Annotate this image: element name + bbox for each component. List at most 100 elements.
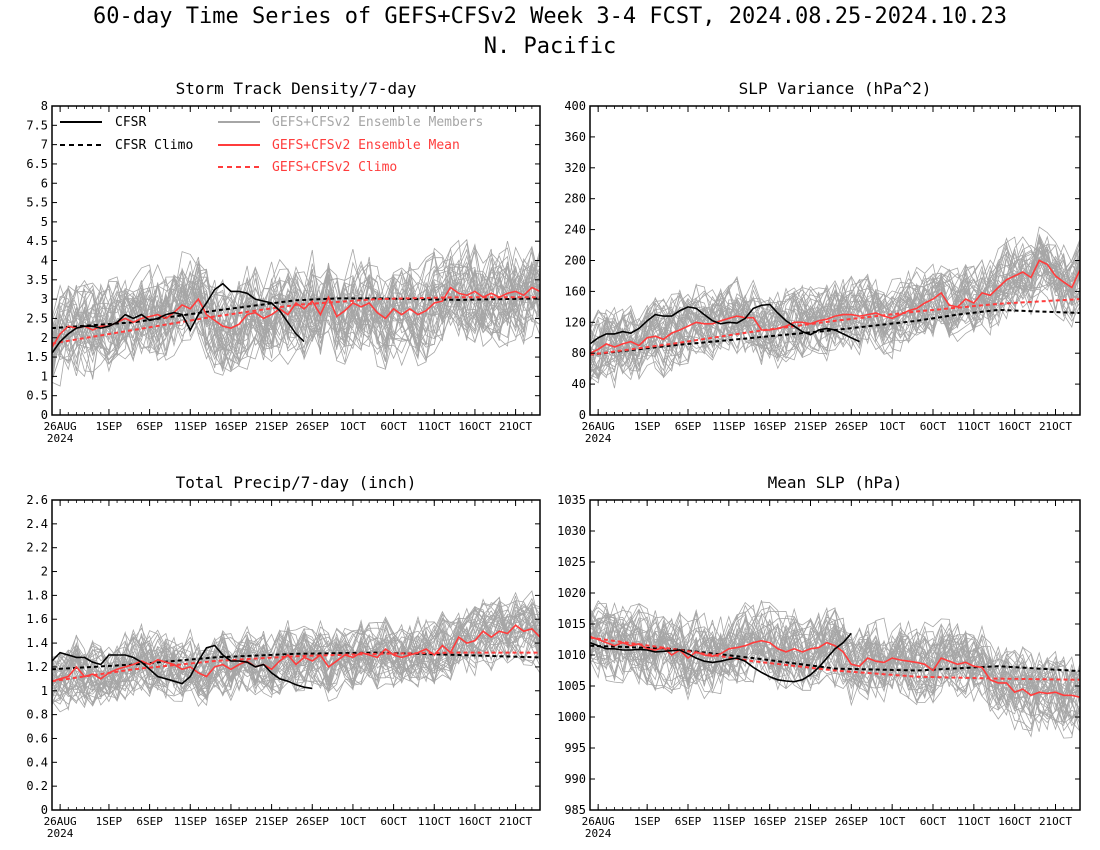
y-tick-label: 0: [41, 408, 48, 422]
y-tick-label: 0.2: [26, 779, 48, 793]
ensemble-member-line: [52, 603, 540, 698]
x-tick-label: 6SEP: [136, 815, 163, 828]
panel-title: SLP Variance (hPa^2): [739, 79, 932, 98]
x-tick-label: 16OCT: [998, 815, 1031, 828]
y-tick-label: 0.6: [26, 731, 48, 745]
y-tick-label: 160: [564, 284, 586, 298]
x-tick-label: 6OCT: [920, 420, 947, 433]
gefs-climo-line: [590, 636, 1080, 681]
ensemble-member-line: [590, 246, 1080, 363]
cfsr-climo-line: [52, 651, 540, 671]
plot-area: [52, 238, 540, 387]
y-tick-label: 7.5: [26, 118, 48, 132]
ensemble-member-line: [590, 254, 1080, 382]
x-tick-year-label: 2024: [585, 432, 612, 445]
x-tick-label: 21SEP: [255, 815, 288, 828]
y-tick-label: 1035: [557, 493, 586, 507]
x-tick-label: 1SEP: [634, 815, 661, 828]
ensemble-member-line: [52, 269, 540, 370]
legend: CFSR CFSR Climo GEFS+CFSv2 Ensemble Member…: [60, 115, 483, 175]
y-tick-label: 2: [41, 331, 48, 345]
x-tick-year-label: 2024: [47, 432, 74, 445]
x-tick-label: 16SEP: [214, 420, 247, 433]
x-tick-label: 1SEP: [634, 420, 661, 433]
y-tick-label: 8: [41, 99, 48, 113]
x-tick-label: 26SEP: [835, 815, 868, 828]
y-tick-label: 1030: [557, 524, 586, 538]
y-tick-label: 80: [572, 346, 586, 360]
y-tick-label: 2.6: [26, 493, 48, 507]
x-tick-label: 26AUG: [582, 815, 615, 828]
ensemble-member-line: [590, 604, 1080, 705]
ensemble-member-line: [52, 604, 540, 705]
figure-title: 60-day Time Series of GEFS+CFSv2 Week 3-…: [93, 4, 1007, 29]
y-tick-label: 400: [564, 99, 586, 113]
plot-area: [590, 600, 1080, 739]
x-tick-label: 6OCT: [380, 420, 407, 433]
x-tick-label: 1OCT: [340, 815, 367, 828]
y-tick-label: 0.4: [26, 755, 48, 769]
y-tick-label: 0: [41, 803, 48, 817]
ensemble-mean-line: [590, 259, 1080, 354]
y-tick-label: 3.5: [26, 273, 48, 287]
ensemble-members: [590, 226, 1080, 389]
y-tick-label: 5.5: [26, 196, 48, 210]
x-tick-label: 1OCT: [340, 420, 367, 433]
x-tick-label: 21OCT: [499, 815, 532, 828]
ensemble-mean-line: [52, 286, 540, 348]
y-tick-label: 0.8: [26, 708, 48, 722]
y-tick-label: 7: [41, 138, 48, 152]
y-tick-label: 1005: [557, 679, 586, 693]
y-tick-label: 6: [41, 176, 48, 190]
y-tick-label: 1: [41, 369, 48, 383]
ensemble-member-line: [52, 247, 540, 382]
plot-area: [590, 226, 1080, 389]
panel-title: Mean SLP (hPa): [768, 473, 903, 492]
x-tick-label: 16OCT: [458, 420, 491, 433]
y-tick-label: 1020: [557, 586, 586, 600]
ensemble-member-line: [52, 265, 540, 373]
cfsr-line: [590, 303, 860, 345]
gefs-climo-line: [52, 296, 540, 345]
storm-track-density-panel: Storm Track Density/7-day 0 0.5 1 1.5 2 2.5 3 3.…: [26, 79, 541, 445]
y-tick-label: 985: [564, 803, 586, 817]
y-tick-label: 200: [564, 254, 586, 268]
x-tick-label: 26SEP: [296, 420, 329, 433]
ensemble-members: [52, 590, 540, 713]
ensemble-member-line: [590, 243, 1080, 359]
y-tick-label: 995: [564, 741, 586, 755]
x-tick-label: 16OCT: [998, 420, 1031, 433]
y-tick-label: 6.5: [26, 157, 48, 171]
ensemble-member-line: [52, 256, 540, 347]
x-tick-label: 26AUG: [44, 420, 77, 433]
slp-variance-panel: SLP Variance (hPa^2) 0 40 80 120 160 200 240 280…: [564, 79, 1081, 445]
y-tick-label: 0: [579, 408, 586, 422]
y-tick-label: 2.5: [26, 311, 48, 325]
mean-slp-panel: Mean SLP (hPa) 985 990 995 1000 1005 1010 1015 1…: [557, 473, 1081, 840]
y-tick-label: 120: [564, 315, 586, 329]
y-tick-label: 990: [564, 772, 586, 786]
y-tick-label: 1.8: [26, 588, 48, 602]
x-tick-label: 21SEP: [255, 420, 288, 433]
ensemble-member-line: [52, 258, 540, 361]
x-tick-label: 1SEP: [96, 420, 123, 433]
ensemble-member-line: [52, 249, 540, 380]
y-tick-label: 2.4: [26, 517, 48, 531]
y-tick-label: 3: [41, 292, 48, 306]
x-tick-label: 6OCT: [920, 815, 947, 828]
ensemble-member-line: [52, 591, 540, 705]
cfsr-line: [590, 632, 852, 683]
ensemble-mean-line: [590, 635, 1080, 698]
ensemble-member-line: [590, 606, 1080, 727]
y-tick-label: 1025: [557, 555, 586, 569]
legend-label: CFSR: [115, 115, 146, 130]
y-tick-label: 1.4: [26, 636, 48, 650]
y-tick-label: 1010: [557, 648, 586, 662]
legend-label: GEFS+CFSv2 Ensemble Members: [272, 115, 483, 130]
ensemble-member-line: [590, 239, 1080, 373]
x-tick-label: 11SEP: [174, 420, 207, 433]
total-precip-panel: Total Precip/7-day (inch)00.20.40.60.811…: [26, 473, 541, 840]
ensemble-member-line: [590, 256, 1080, 376]
x-tick-label: 26SEP: [835, 420, 868, 433]
